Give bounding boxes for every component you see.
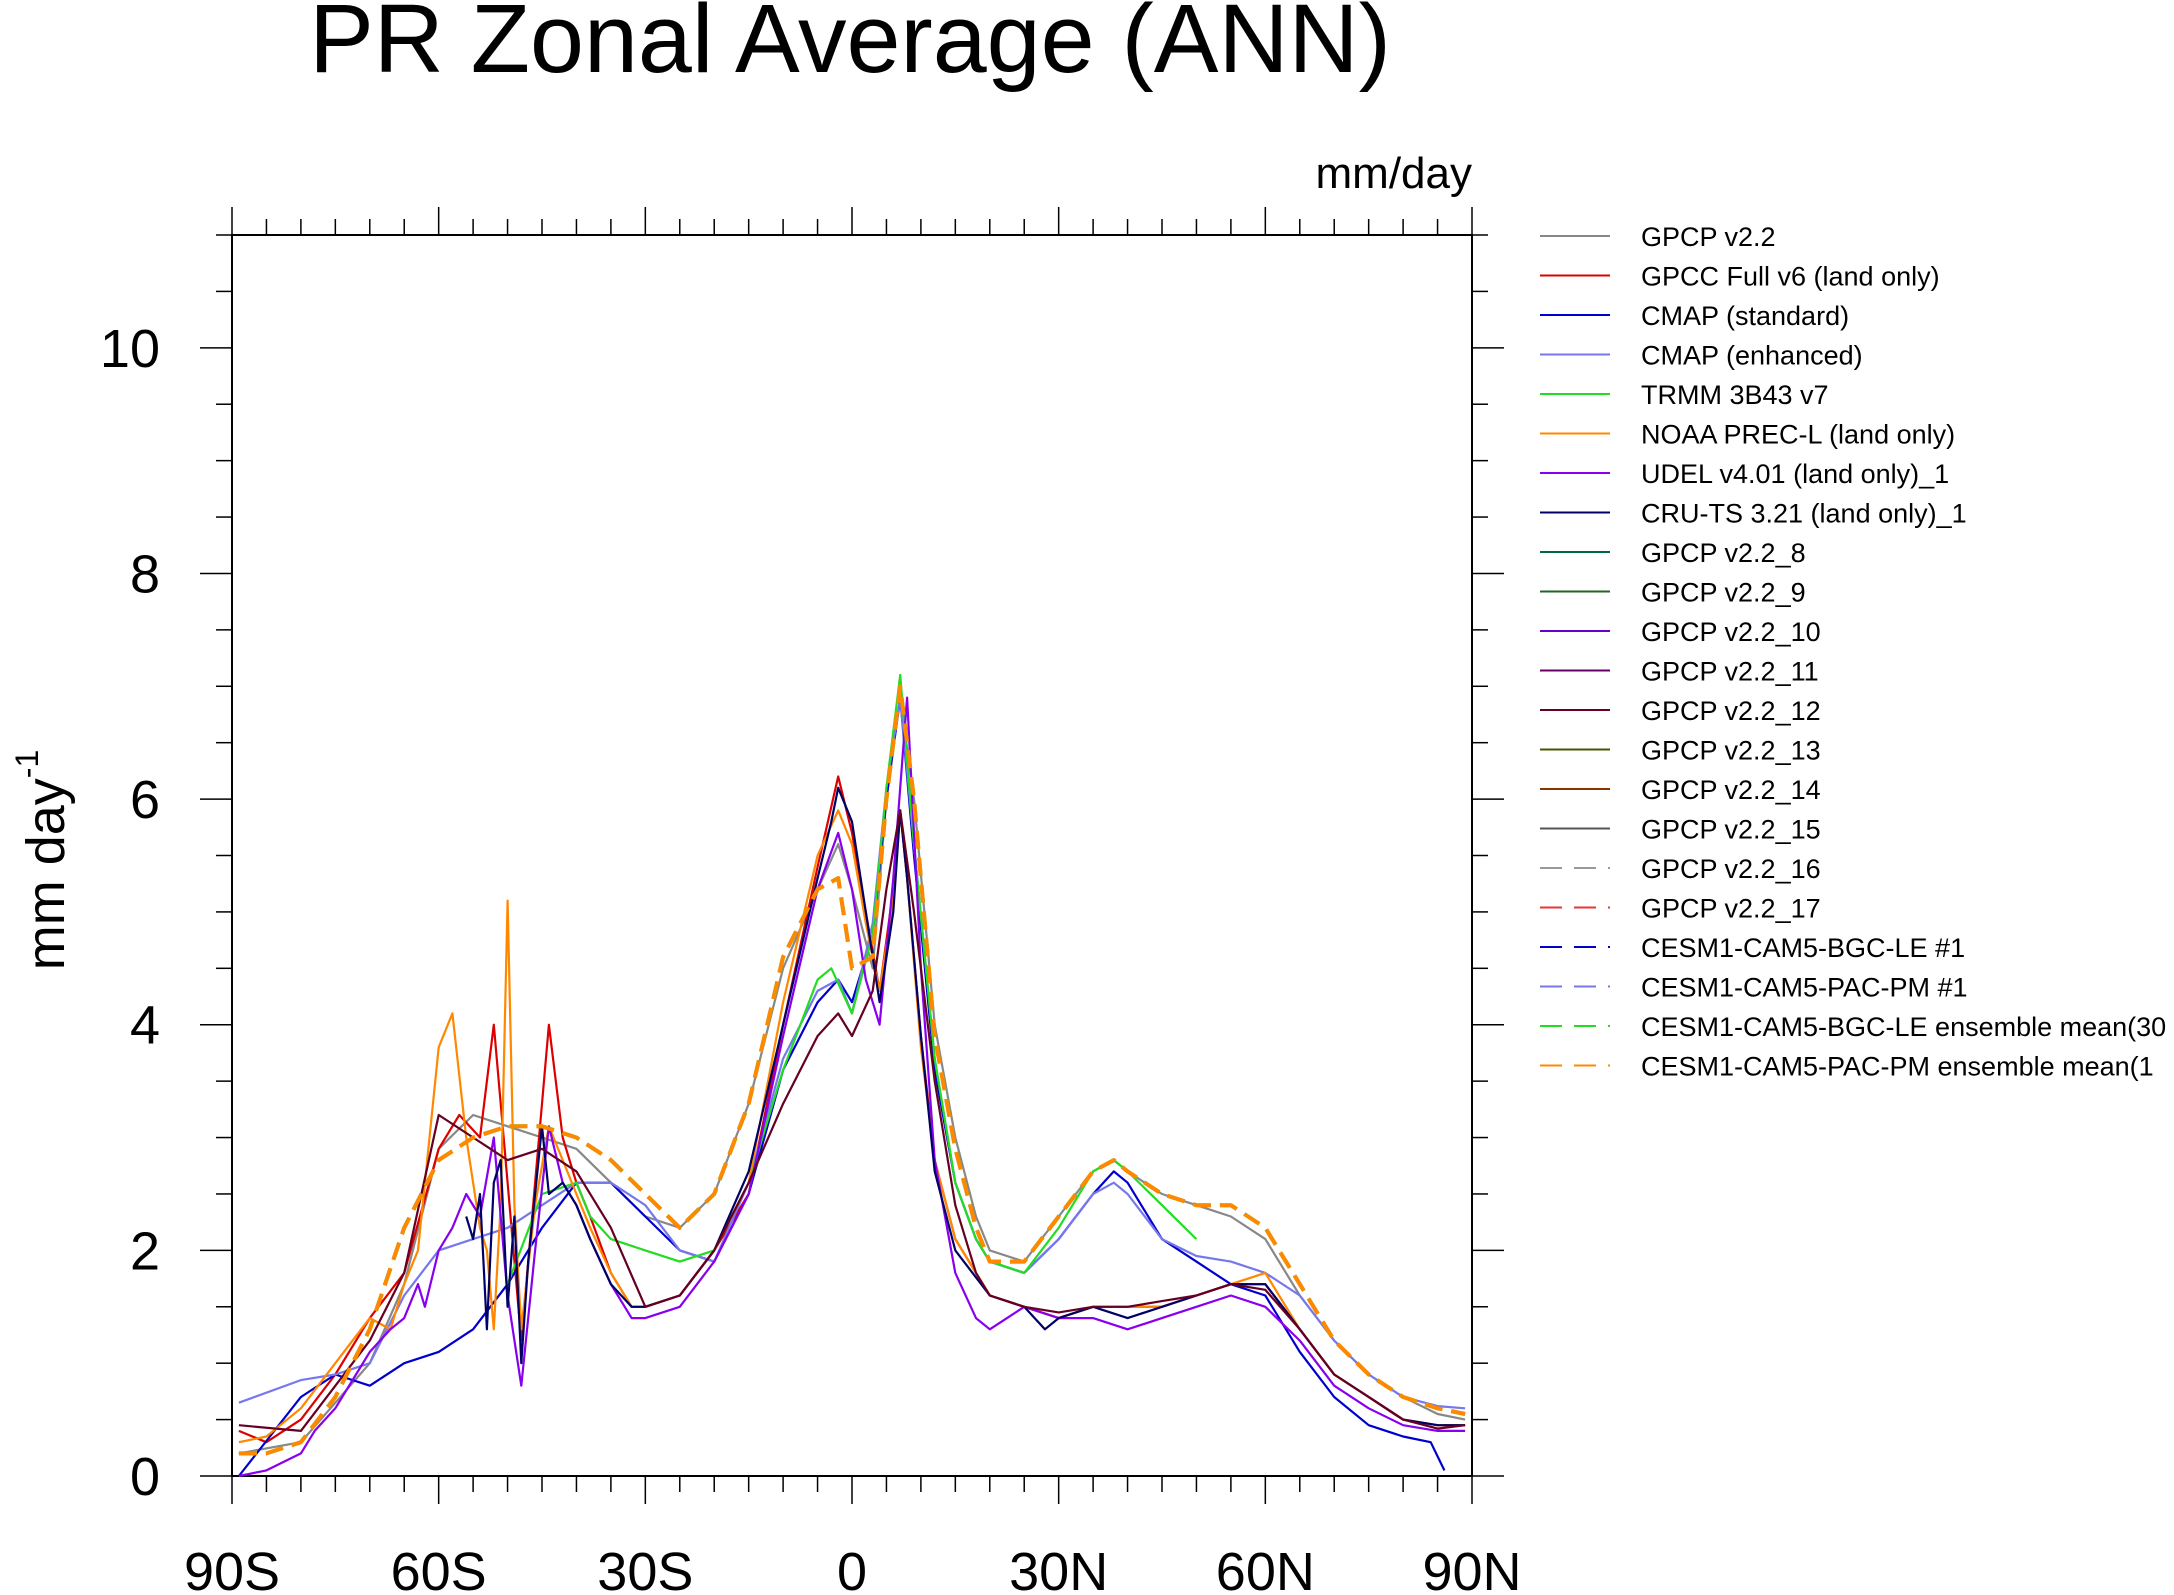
series-line-6 — [238, 809, 1466, 1444]
series-line-8 — [465, 786, 1466, 1427]
y-tick-label: 2 — [130, 1221, 160, 1281]
legend-label: GPCP v2.2_10 — [1641, 617, 1821, 647]
y-tick-label: 4 — [130, 996, 160, 1056]
legend-label: GPCP v2.2_12 — [1641, 696, 1821, 726]
y-axis-title-superscript: -1 — [9, 750, 45, 778]
series-line-2 — [238, 775, 1466, 1444]
legend-label: NOAA PREC-L (land only) — [1641, 420, 1955, 450]
legend-label: TRMM 3B43 v7 — [1641, 380, 1829, 410]
legend-label: CRU-TS 3.21 (land only)_1 — [1641, 499, 1967, 529]
legend-label: CMAP (enhanced) — [1641, 341, 1863, 371]
chart-title: PR Zonal Average (ANN) — [309, 0, 1391, 93]
y-tick-label: 0 — [130, 1447, 160, 1507]
series-line-13 — [238, 809, 1466, 1432]
y-tick-label: 6 — [130, 770, 160, 830]
x-tick-label: 30S — [597, 1542, 693, 1595]
legend-label: CESM1-CAM5-PAC-PM ensemble mean(1 — [1641, 1052, 2154, 1082]
legend-label: GPCP v2.2_13 — [1641, 736, 1821, 766]
legend-label: GPCP v2.2_17 — [1641, 894, 1821, 924]
legend-label: GPCP v2.2_14 — [1641, 775, 1821, 805]
plot-frame — [231, 234, 1473, 1477]
x-tick-label: 0 — [837, 1542, 867, 1595]
x-tick-label: 30N — [1009, 1542, 1108, 1595]
legend-label: GPCP v2.2_15 — [1641, 815, 1821, 845]
x-tick-label: 60S — [391, 1542, 487, 1595]
series-line-1 — [238, 696, 1466, 1455]
y-tick-label: 8 — [130, 544, 160, 604]
y-tick-label: 10 — [100, 319, 160, 379]
y-axis-title-text: mm day — [16, 778, 76, 970]
series-line-22 — [238, 684, 1466, 1456]
units-label: mm/day — [1316, 149, 1472, 198]
series-line-7 — [238, 696, 1466, 1478]
legend-label: GPCP v2.2 — [1641, 222, 1776, 252]
legend-label: GPCP v2.2_8 — [1641, 538, 1806, 568]
legend-label: CESM1-CAM5-PAC-PM #1 — [1641, 973, 1968, 1003]
legend-label: GPCP v2.2_16 — [1641, 854, 1821, 884]
legend-label: CESM1-CAM5-BGC-LE ensemble mean(30 — [1641, 1012, 2166, 1042]
x-tick-label: 90N — [1422, 1542, 1521, 1595]
svg-text:mm day-1: mm day-1 — [9, 750, 76, 971]
legend-label: UDEL v4.01 (land only)_1 — [1641, 459, 1949, 489]
x-tick-label: 60N — [1216, 1542, 1315, 1595]
series-line-21 — [238, 684, 1466, 1456]
y-axis-title: mm day-1 — [9, 750, 76, 971]
x-tick-label: 90S — [184, 1542, 280, 1595]
series-line-3 — [238, 696, 1446, 1477]
legend-label: GPCP v2.2_11 — [1641, 657, 1819, 687]
legend-label: CESM1-CAM5-BGC-LE #1 — [1641, 933, 1965, 963]
legend-label: CMAP (standard) — [1641, 301, 1849, 331]
legend-label: GPCC Full v6 (land only) — [1641, 262, 1940, 292]
legend-label: GPCP v2.2_9 — [1641, 578, 1806, 608]
